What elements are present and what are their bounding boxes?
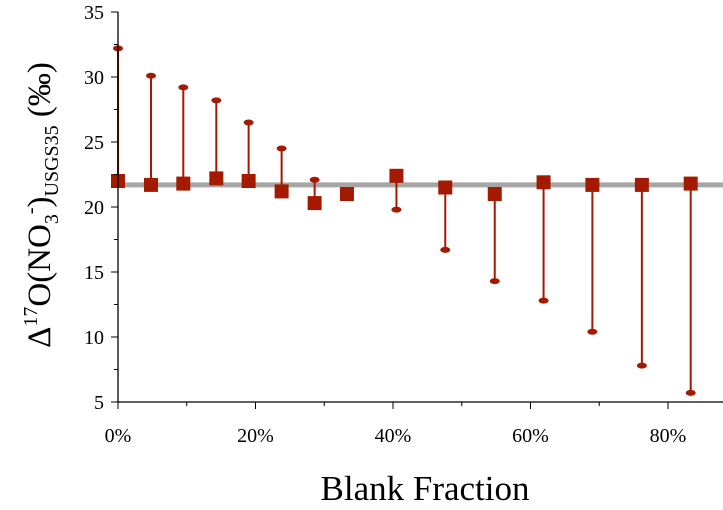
y-axis-title: Δ17O(NO3-)USGS35 (‰) bbox=[20, 62, 63, 348]
data-point bbox=[634, 177, 649, 192]
y-tick-label: 5 bbox=[94, 392, 104, 414]
data-point bbox=[487, 187, 502, 201]
y-tick-label: 10 bbox=[84, 327, 104, 349]
data-point bbox=[274, 184, 289, 199]
data-point bbox=[536, 175, 551, 190]
error-bar-cap bbox=[685, 389, 696, 396]
y-tick-label: 35 bbox=[84, 2, 104, 24]
error-bar-cap bbox=[440, 246, 451, 253]
x-tick-label: 20% bbox=[237, 425, 274, 447]
error-bar-cap bbox=[309, 176, 320, 183]
axes-layer bbox=[111, 11, 723, 409]
y-tick-label: 30 bbox=[84, 67, 104, 89]
data-point bbox=[176, 176, 191, 191]
data-point bbox=[438, 180, 453, 195]
x-axis-title: Blank Fraction bbox=[321, 469, 530, 508]
data-point bbox=[389, 168, 404, 183]
error-bar-cap bbox=[276, 145, 287, 152]
data-point bbox=[144, 177, 158, 192]
error-bar-cap bbox=[636, 362, 647, 369]
error-bar-cap bbox=[243, 119, 254, 126]
y-title-prefix: Δ bbox=[22, 327, 58, 348]
data-point bbox=[307, 196, 322, 211]
tick-label-layer: 5 10 15 20 25 30 35 0% 20% 40% 60% 80% bbox=[84, 2, 686, 447]
x-tick-label: 60% bbox=[512, 425, 549, 447]
y-tick-label: 15 bbox=[84, 262, 104, 284]
error-bar-cap bbox=[538, 297, 549, 304]
data-point bbox=[241, 174, 256, 188]
data-point bbox=[683, 176, 698, 191]
x-tick-label: 80% bbox=[650, 425, 687, 447]
y-title-mid: O(NO bbox=[22, 224, 58, 306]
error-bar-cap bbox=[489, 278, 500, 285]
x-tick-label: 40% bbox=[375, 425, 412, 447]
data-point bbox=[585, 177, 600, 192]
error-bar-cap bbox=[211, 97, 222, 104]
y-title-unit: (‰) bbox=[22, 62, 58, 125]
x-tick-label: 0% bbox=[105, 425, 132, 447]
error-bar-cap bbox=[391, 206, 402, 213]
error-bar-cap bbox=[178, 84, 189, 91]
errorbar-layer bbox=[113, 45, 696, 396]
y-tick-label: 25 bbox=[84, 132, 104, 154]
y-title-sub-3: 3 bbox=[41, 214, 63, 224]
data-point bbox=[209, 171, 224, 186]
error-bar-cap bbox=[587, 328, 598, 335]
data-point bbox=[339, 187, 354, 201]
y-title-sub-usgs35: USGS35 bbox=[41, 125, 63, 196]
y-title-sup-minus: - bbox=[20, 207, 42, 214]
y-tick-label: 20 bbox=[84, 197, 104, 219]
y-title-sup-17: 17 bbox=[20, 307, 42, 327]
marker-layer bbox=[111, 168, 698, 211]
error-bar-cap bbox=[146, 72, 156, 79]
y-title-close: ) bbox=[22, 196, 58, 207]
